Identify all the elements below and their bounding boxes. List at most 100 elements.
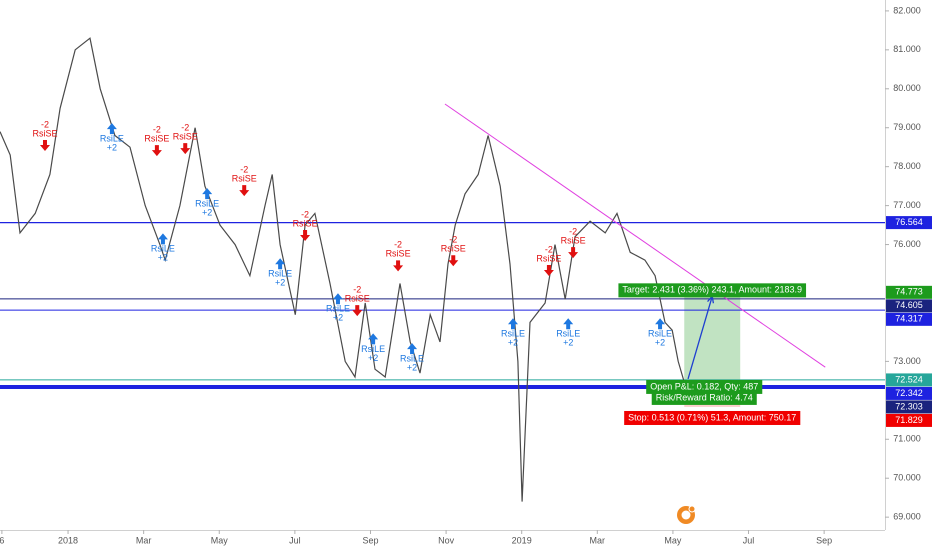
signal-arrow — [106, 123, 117, 135]
position-arrow — [687, 296, 713, 380]
signal-label: RsiSE — [32, 128, 57, 138]
signal-arrow — [275, 258, 286, 270]
signal-arrow — [352, 305, 363, 317]
signal-label: RsiSE — [386, 249, 411, 259]
y-tick-label: 71.000 — [893, 434, 921, 444]
signal-qty: +2 — [333, 313, 343, 323]
signal-qty: +2 — [407, 363, 417, 373]
target-label-group: Target: 2.431 (3.36%) 243.1, Amount: 218… — [618, 283, 807, 298]
signal-label: RsiLE — [400, 354, 424, 364]
price-label: 74.605 — [895, 300, 923, 310]
stop-label: Stop: 0.513 (0.71%) 51.3, Amount: 750.17 — [628, 412, 796, 422]
signal-label: RsiLE — [100, 134, 124, 144]
signal-arrow — [332, 293, 343, 305]
signal-label: RsiSE — [345, 293, 370, 303]
signal-arrow — [239, 185, 250, 197]
signal-qty: +2 — [563, 338, 573, 348]
signal-arrow — [407, 343, 418, 355]
y-tick-label: 69.000 — [893, 512, 921, 522]
x-tick-label: 2019 — [512, 535, 532, 545]
price-label-box — [886, 400, 932, 414]
x-tick-label: Mar — [590, 535, 606, 545]
price-label-box — [886, 386, 932, 400]
signal-label: RsiSE — [293, 218, 318, 228]
x-tick-label: Jul — [289, 535, 301, 545]
signal-arrow — [157, 233, 168, 245]
signal-qty: -2 — [394, 240, 402, 250]
pnl-label-box — [646, 379, 763, 394]
signal-qty: -2 — [545, 244, 553, 254]
price-label: 74.317 — [895, 314, 923, 324]
y-tick-label: 70.000 — [893, 473, 921, 483]
signal-arrow — [568, 247, 579, 259]
rr-label: Risk/Reward Ratio: 4.74 — [656, 392, 753, 402]
price-label-box — [886, 312, 932, 326]
signal-qty: +2 — [368, 353, 378, 363]
signal-arrow — [543, 265, 554, 277]
signal-label: RsiLE — [326, 304, 350, 314]
signal-label: RsiLE — [195, 199, 219, 209]
price-label-box — [886, 413, 932, 427]
signal-label: RsiSE — [536, 253, 561, 263]
x-tick-label: 6 — [0, 535, 4, 545]
signal-label: RsiLE — [556, 329, 580, 339]
signal-arrow — [508, 318, 519, 330]
price-line — [0, 37, 686, 502]
logo — [677, 505, 696, 524]
y-tick-label: 82.000 — [893, 5, 921, 15]
signal-qty: +2 — [202, 208, 212, 218]
signal-arrow — [563, 318, 574, 330]
price-label-box — [886, 285, 932, 299]
signal-arrow — [300, 229, 311, 241]
signal-qty: -2 — [240, 165, 248, 175]
price-label: 72.303 — [895, 401, 923, 411]
signal-arrow — [39, 140, 50, 152]
target-zone — [684, 292, 741, 380]
signal-arrow — [655, 318, 666, 330]
signal-label: RsiSE — [144, 133, 169, 143]
price-label: 72.524 — [895, 374, 923, 384]
signal-label: RsiSE — [173, 131, 198, 141]
signal-arrow — [180, 143, 191, 155]
y-tick-label: 73.000 — [893, 356, 921, 366]
signal-arrow — [448, 255, 459, 267]
signal-label: RsiSE — [232, 174, 257, 184]
price-label: 76.564 — [895, 217, 923, 227]
x-tick-label: May — [211, 535, 229, 545]
x-tick-label: Sep — [816, 535, 832, 545]
signal-qty: -2 — [569, 226, 577, 236]
signal-label: RsiLE — [151, 244, 175, 254]
x-tick-label: May — [664, 535, 682, 545]
signal-qty: -2 — [41, 119, 49, 129]
y-tick-label: 78.000 — [893, 161, 921, 171]
x-tick-label: Jul — [743, 535, 755, 545]
signal-arrow — [393, 260, 404, 272]
rr-label-group: Risk/Reward Ratio: 4.74 — [651, 390, 757, 405]
pnl-label-group: Open P&L: 0.182, Qty: 487 — [646, 379, 763, 394]
price-label: 74.773 — [895, 287, 923, 297]
signal-qty: -2 — [449, 235, 457, 245]
price-label: 71.829 — [895, 415, 923, 425]
signal-arrow — [368, 333, 379, 345]
y-tick-label: 76.000 — [893, 239, 921, 249]
signal-qty: +2 — [275, 278, 285, 288]
price-label: 72.342 — [895, 388, 923, 398]
signal-qty: -2 — [353, 284, 361, 294]
y-tick-label: 80.000 — [893, 83, 921, 93]
x-tick-label: 2018 — [58, 535, 78, 545]
x-tick-label: Mar — [136, 535, 152, 545]
stop-label-group: Stop: 0.513 (0.71%) 51.3, Amount: 750.17 — [624, 410, 801, 425]
pnl-label: Open P&L: 0.182, Qty: 487 — [650, 381, 758, 391]
y-tick-label: 79.000 — [893, 122, 921, 132]
price-label-box — [886, 299, 932, 313]
signal-label: RsiLE — [648, 329, 672, 339]
signal-qty: -2 — [153, 124, 161, 134]
signal-label: RsiSE — [441, 244, 466, 254]
signal-label: RsiLE — [361, 344, 385, 354]
signal-qty: +2 — [107, 143, 117, 153]
price-label-box — [886, 216, 932, 230]
signal-qty: +2 — [158, 253, 168, 263]
signal-label: RsiLE — [268, 269, 292, 279]
